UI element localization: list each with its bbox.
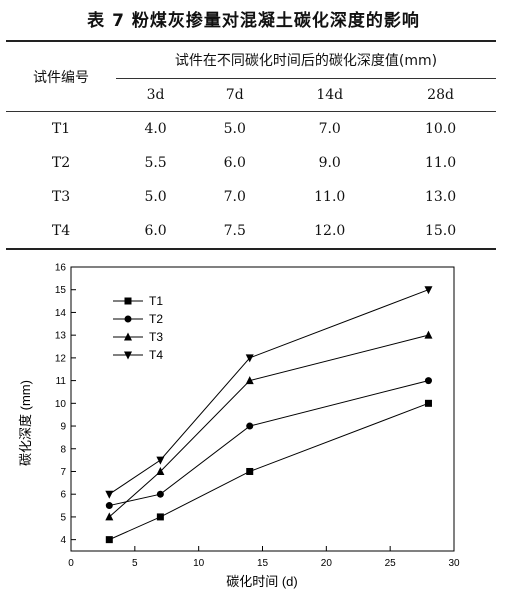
x-tick-label: 25: [385, 558, 397, 569]
marker-circle: [105, 502, 113, 510]
value-cell: 5.5: [144, 155, 167, 171]
series-line: [109, 402, 429, 541]
y-tick-label: 5: [60, 512, 66, 523]
series-line: [109, 380, 429, 507]
marker-circle: [246, 422, 254, 430]
value-cell: 4.0: [144, 121, 167, 137]
x-tick-label: 0: [68, 558, 74, 569]
marker-triangle-down: [124, 351, 132, 360]
marker-triangle-down: [424, 286, 433, 295]
legend-label: T4: [149, 348, 163, 362]
column-header: 28d: [385, 78, 496, 112]
marker-square: [246, 467, 254, 475]
y-axis-label: 碳化深度 (mm): [18, 380, 33, 466]
value-cell: 10.0: [424, 121, 457, 137]
value-cell: 15.0: [424, 223, 457, 239]
y-tick-label: 14: [55, 308, 67, 319]
value-cell: 6.0: [223, 155, 246, 171]
table-row: T2 5.5 6.0 9.0 11.0: [6, 146, 496, 180]
value-cell: 6.0: [144, 223, 167, 239]
marker-triangle-up: [124, 332, 132, 341]
row-id-cell: T1: [51, 121, 71, 137]
series-t2: [105, 377, 432, 510]
row-header-cell: 试件编号: [33, 69, 89, 86]
value-cell: 13.0: [424, 189, 457, 205]
table-row: T1 4.0 5.0 7.0 10.0: [6, 112, 496, 147]
legend-item: T2: [113, 312, 163, 326]
table-row: T3 5.0 7.0 11.0 13.0: [6, 180, 496, 214]
marker-triangle-up: [156, 466, 165, 475]
series-t1: [105, 399, 432, 544]
marker-circle: [124, 315, 132, 323]
column-header: 3d: [116, 78, 196, 112]
column-header-row: 3d 7d 14d 28d: [6, 78, 496, 112]
legend-item: T4: [113, 348, 163, 362]
x-tick-label: 30: [448, 558, 460, 569]
value-cell: 7.5: [223, 223, 246, 239]
marker-circle: [424, 377, 432, 385]
column-header: 14d: [274, 78, 386, 112]
data-table-wrapper: 试件编号 试件在不同碳化时间后的碳化深度值(mm) 3d 7d 14d 28d …: [6, 40, 496, 250]
table-title: 表 7 粉煤灰掺量对混凝土碳化深度的影响: [87, 11, 420, 31]
chart-axes: 0 5 10 15 20 25 30 4 5 6 7 8 9 10 11 12 13 14 15 16: [55, 263, 460, 570]
y-tick-label: 13: [55, 331, 67, 342]
marker-square: [156, 513, 164, 521]
series-t3: [105, 330, 433, 521]
chart-container: 0 5 10 15 20 25 30 4 5 6 7 8 9 10 11 12 13 14 15 16 T1 T2 T3 T…: [0, 255, 507, 599]
row-id-cell: T4: [51, 223, 71, 239]
series-line: [109, 289, 429, 495]
series-t4: [105, 286, 433, 499]
column-header: 7d: [195, 78, 275, 112]
marker-square: [124, 297, 132, 305]
value-cell: 5.0: [223, 121, 246, 137]
y-tick-label: 7: [60, 467, 66, 478]
y-tick-label: 8: [60, 444, 66, 455]
marker-triangle-down: [105, 490, 114, 499]
value-cell: 9.0: [318, 155, 341, 171]
value-cell: 11.0: [314, 189, 346, 205]
legend-item: T3: [113, 330, 163, 344]
x-tick-label: 15: [257, 558, 269, 569]
y-tick-label: 15: [55, 285, 67, 296]
value-cell: 11.0: [424, 155, 457, 171]
table-header-row: 试件编号 试件在不同碳化时间后的碳化深度值(mm): [6, 41, 496, 86]
x-tick-label: 20: [321, 558, 333, 569]
legend-label: T1: [149, 294, 163, 308]
value-cell: 12.0: [314, 223, 346, 239]
value-cell: 7.0: [223, 189, 246, 205]
y-tick-label: 12: [55, 353, 67, 364]
y-tick-label: 16: [55, 263, 67, 274]
series-line: [108, 334, 429, 518]
legend-label: T3: [149, 330, 163, 344]
y-tick-label: 11: [56, 376, 67, 387]
y-tick-label: 6: [60, 490, 66, 501]
table-row: T4 6.0 7.5 12.0 15.0: [6, 214, 496, 249]
chart-series: [105, 286, 433, 544]
legend-item: T1: [113, 294, 163, 308]
marker-triangle-down: [245, 354, 254, 363]
y-tick-label: 4: [60, 535, 66, 546]
row-id-cell: T2: [51, 155, 71, 171]
marker-triangle-down: [156, 456, 165, 465]
marker-square: [105, 536, 113, 544]
marker-square: [424, 399, 432, 407]
y-tick-label: 10: [55, 399, 67, 410]
x-tick-label: 10: [193, 558, 205, 569]
marker-triangle-up: [105, 512, 114, 521]
plot-frame: [70, 266, 455, 552]
value-cell: 7.0: [318, 121, 341, 137]
y-tick-label: 9: [60, 422, 66, 433]
x-axis-label: 碳化时间 (d): [226, 574, 298, 589]
value-cell: 5.0: [144, 189, 167, 205]
marker-triangle-up: [245, 376, 254, 385]
marker-triangle-up: [424, 330, 433, 339]
chart-legend: T1 T2 T3 T4: [113, 294, 163, 362]
group-header-cell: 试件在不同碳化时间后的碳化深度值(mm): [174, 53, 438, 69]
data-table: 试件编号 试件在不同碳化时间后的碳化深度值(mm) 3d 7d 14d 28d …: [6, 40, 496, 250]
marker-circle: [156, 490, 164, 498]
legend-label: T2: [149, 312, 163, 326]
row-id-cell: T3: [51, 189, 71, 205]
x-tick-label: 5: [132, 558, 138, 569]
